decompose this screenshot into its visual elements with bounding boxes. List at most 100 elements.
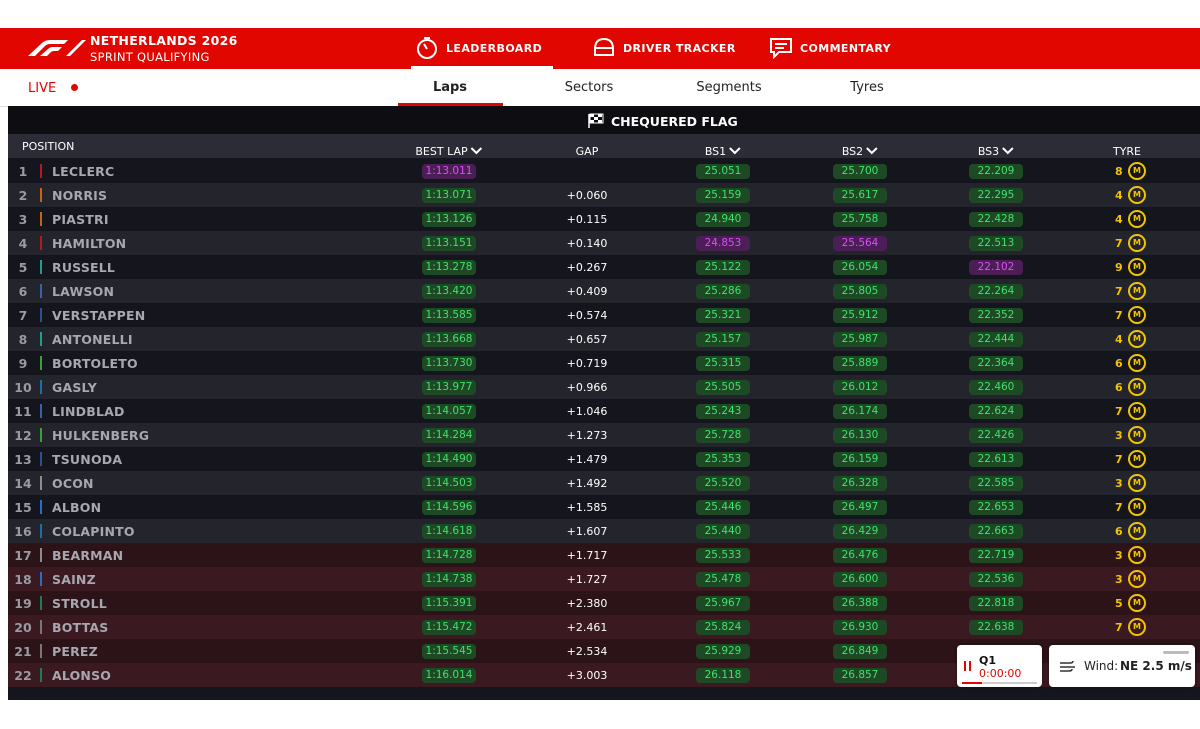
nav-tab[interactable]: DRIVER TRACKER [623,42,736,55]
driver-name: ANTONELLI [52,332,133,347]
driver-name: NORRIS [52,188,108,203]
bs2-time: 26.857 [833,668,887,683]
table-row[interactable]: 16 COLAPINTO 1:14.618 +1.607 25.440 26.429 22.… [8,519,1200,543]
session-name: SPRINT QUALIFYING [90,50,210,64]
column-header[interactable]: BS3 [977,145,1000,158]
bs3-time: 22.364 [969,356,1023,371]
table-row[interactable]: 15 ALBON 1:14.596 +1.585 25.446 26.497 22.653 7… [8,495,1200,519]
sub-tab[interactable]: Segments [696,80,762,95]
tyre-laps: 4 [1115,189,1123,202]
best-lap-time: 1:13.668 [422,332,476,347]
column-header-group[interactable]: TYRE [1113,140,1141,159]
driver-name: ALBON [52,500,102,515]
table-row[interactable]: 20 BOTTAS 1:15.472 +2.461 25.824 26.930 22.638… [8,615,1200,639]
tyre-compound: M [1128,210,1146,228]
tyre-compound: M [1128,186,1146,204]
column-header-group[interactable]: GAP [576,140,599,159]
column-header[interactable]: TYRE [1112,145,1142,158]
banner-text: CHEQUERED FLAG [611,114,738,129]
sub-tab[interactable]: Laps [432,80,468,95]
table-row[interactable]: 5 RUSSELL 1:13.278 +0.267 25.122 26.054 22.102… [8,255,1200,279]
tyre-laps: 3 [1115,549,1123,562]
best-lap-time: 1:15.391 [422,596,476,611]
column-header[interactable]: BEST LAP [415,145,468,158]
best-lap-time: 1:13.071 [422,188,476,203]
driver-name: BEARMAN [52,548,124,563]
table-row[interactable]: 7 VERSTAPPEN 1:13.585 +0.574 25.321 25.912 22.… [8,303,1200,327]
column-header[interactable]: BS1 [704,145,727,158]
best-lap-time: 1:14.284 [422,428,476,443]
gap: +2.534 [566,645,608,658]
team-color-bar [40,284,42,298]
bs2-time: 25.617 [833,188,887,203]
driver-name: HAMILTON [52,236,127,251]
table-row[interactable]: 10 GASLY 1:13.977 +0.966 25.505 26.012 22.460 6… [8,375,1200,399]
driver-name: LAWSON [52,284,115,299]
bs3-time: 22.719 [969,548,1023,563]
gap: +0.115 [566,213,608,226]
table-row[interactable]: 14 OCON 1:14.503 +1.492 25.520 26.328 22.585 3 M [8,471,1200,495]
sort-chevron[interactable] [470,147,483,155]
table-row[interactable]: 12 HULKENBERG 1:14.284 +1.273 25.728 26.130 22… [8,423,1200,447]
table-row[interactable]: 1 LECLERC 1:13.011 25.051 25.700 22.209 8 M [8,159,1200,183]
tyre-compound: M [1128,546,1146,564]
column-header[interactable]: BS2 [841,145,864,158]
sort-chevron[interactable] [1002,147,1014,155]
bs3-time: 22.536 [969,572,1023,587]
best-lap-time: 1:13.585 [422,308,476,323]
team-color-bar [40,476,42,490]
tyre-laps: 6 [1115,381,1123,394]
sort-chevron[interactable] [729,147,741,155]
driver-name: BOTTAS [52,620,109,635]
nav-tab[interactable]: COMMENTARY [800,42,892,55]
best-lap-time: 1:13.977 [422,380,476,395]
live-dot [71,84,78,91]
gap: +1.273 [566,429,608,442]
session-progress [962,682,1037,684]
tyre-compound: M [1128,354,1146,372]
team-color-bar [40,212,42,226]
table-row[interactable]: 19 STROLL 1:15.391 +2.380 25.967 26.388 22.818… [8,591,1200,615]
position: 14 [14,476,32,491]
sub-tab[interactable]: Tyres [850,80,884,95]
column-header[interactable]: GAP [575,145,599,158]
nav-tab[interactable]: LEADERBOARD [446,42,543,55]
sort-chevron[interactable] [866,147,878,155]
gap: +0.657 [566,333,608,346]
position: 6 [18,284,28,299]
table-row[interactable]: 13 TSUNODA 1:14.490 +1.479 25.353 26.159 22.61… [8,447,1200,471]
column-header[interactable]: POSITION [22,140,75,153]
table-row[interactable]: 6 LAWSON 1:13.420 +0.409 25.286 25.805 22.264 7… [8,279,1200,303]
leaderboard: CHEQUERED FLAG POSITION BEST LAP GAP BS1 BS2… [8,106,1200,700]
bs3-time: 22.653 [969,500,1023,515]
tyre-laps: 3 [1115,573,1123,586]
bs1-time: 25.440 [696,524,750,539]
table-row[interactable]: 4 HAMILTON 1:13.151 +0.140 24.853 25.564 22.51… [8,231,1200,255]
wind-value: NE 2.5 m/s [1120,659,1192,673]
tyre-laps: 9 [1115,261,1123,274]
position: 18 [14,572,32,587]
position: 3 [18,212,28,227]
handle [1163,651,1189,654]
table-row[interactable]: 9 BORTOLETO 1:13.730 +0.719 25.315 25.889 22.3… [8,351,1200,375]
gap: +1.727 [566,573,608,586]
table-row[interactable]: 3 PIASTRI 1:13.126 +0.115 24.940 25.758 22.428… [8,207,1200,231]
table-row[interactable]: 11 LINDBLAD 1:14.057 +1.046 25.243 26.174 22.6… [8,399,1200,423]
tyre-compound: M [1128,618,1146,636]
sub-tab[interactable]: Sectors [564,80,614,95]
driver-name: RUSSELL [52,260,116,275]
table-row[interactable]: 2 NORRIS 1:13.071 +0.060 25.159 25.617 22.295 4… [8,183,1200,207]
session-timer: 0:00:00 [979,667,1022,680]
column-header-group[interactable]: BS3 [978,140,1014,159]
column-header-group[interactable]: BS1 [705,140,741,159]
tyre-compound: M [1128,306,1146,324]
table-row[interactable]: 18 SAINZ 1:14.738 +1.727 25.478 26.600 22.536 3… [8,567,1200,591]
team-color-bar [40,620,42,634]
table-row[interactable]: 17 BEARMAN 1:14.728 +1.717 25.533 26.476 22.71… [8,543,1200,567]
gap: +0.140 [566,237,608,250]
column-header-group[interactable]: BS2 [842,140,878,159]
column-header-group[interactable]: BEST LAP [415,140,483,159]
best-lap-time: 1:14.490 [422,452,476,467]
table-row[interactable]: 8 ANTONELLI 1:13.668 +0.657 25.157 25.987 22.4… [8,327,1200,351]
